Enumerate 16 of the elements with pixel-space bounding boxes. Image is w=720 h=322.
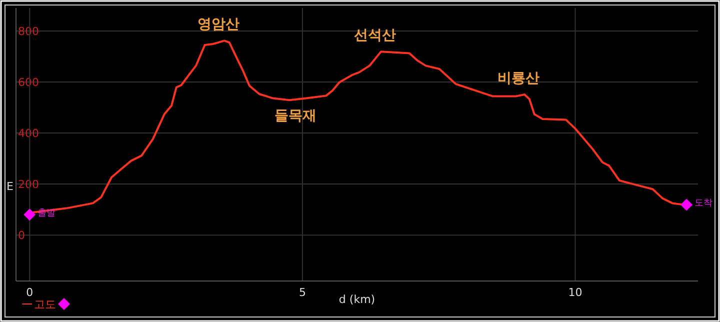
y-tick-label: 800: [18, 24, 39, 38]
annotation: 영암산: [197, 16, 240, 33]
x-tick-label: 5: [298, 286, 306, 299]
legend-label: 고도: [34, 298, 56, 311]
x-axis-title: d (km): [338, 293, 376, 306]
y-tick-label: 600: [18, 76, 39, 89]
y-tick-label: 0: [18, 229, 25, 242]
y-axis-title: E: [6, 180, 14, 193]
annotation: 들목재: [274, 108, 316, 124]
x-tick-label: 10: [568, 286, 582, 299]
y-tick-label: 400: [18, 127, 39, 140]
annotation: 도착: [694, 198, 713, 209]
annotation: 비룡산: [498, 70, 540, 86]
annotation: 출발: [38, 208, 56, 219]
annotation: 선석산: [354, 28, 396, 44]
y-tick-label: 200: [18, 178, 39, 192]
